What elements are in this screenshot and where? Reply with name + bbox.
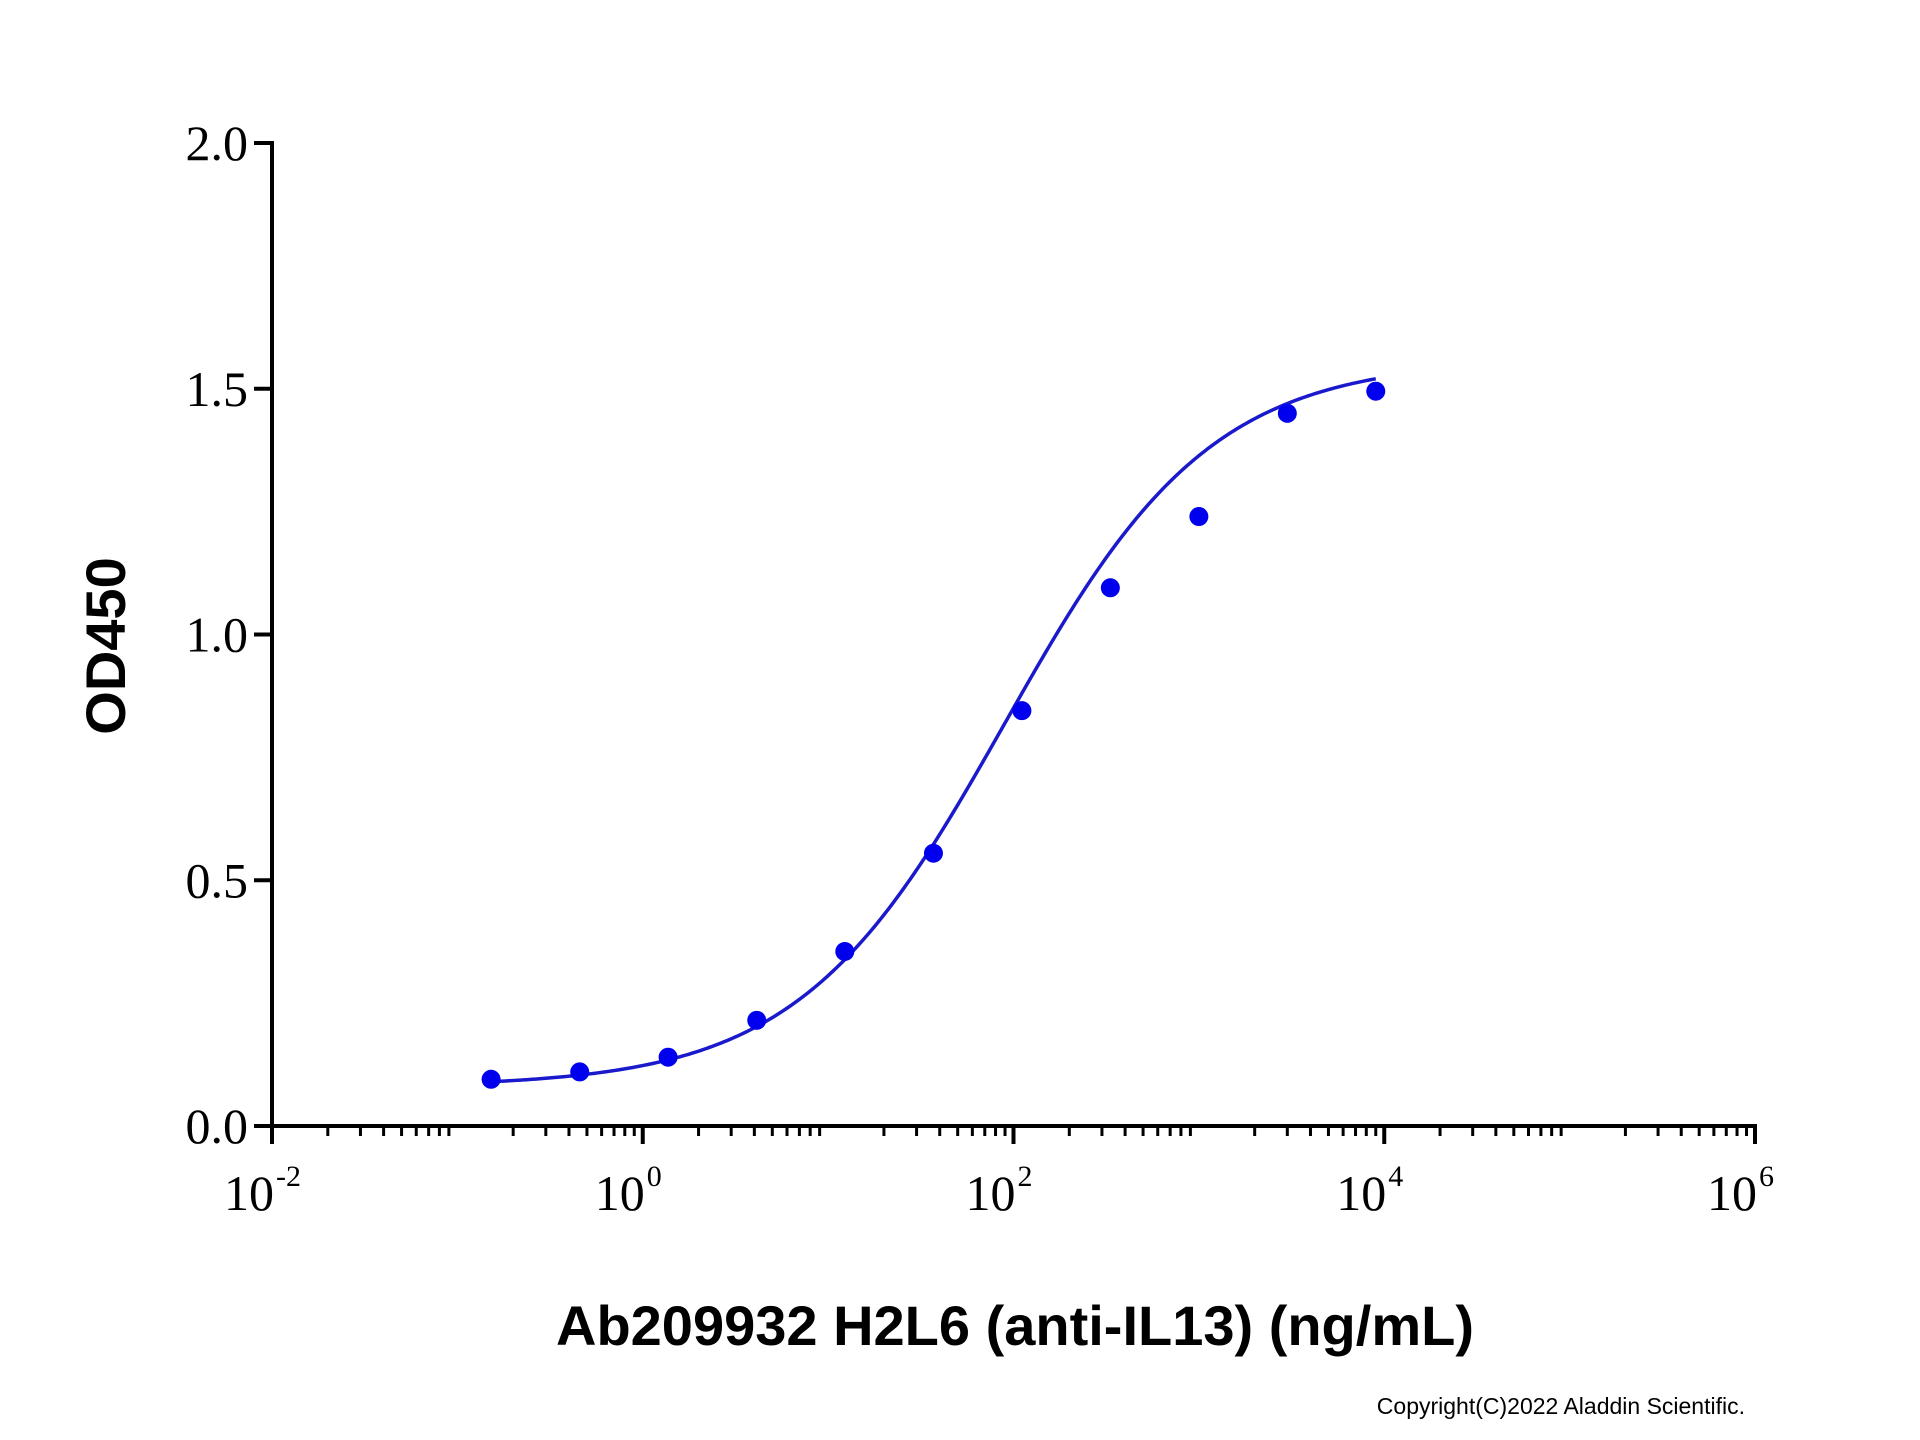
x-tick-label: 10 4: [1336, 1160, 1403, 1221]
data-point: [747, 1010, 767, 1030]
data-point: [923, 843, 943, 863]
data-point: [658, 1047, 678, 1067]
copyright-notice: Copyright(C)2022 Aladdin Scientific.: [1377, 1393, 1745, 1419]
x-tick-base: 10: [595, 1165, 645, 1221]
x-tick-exponent: -2: [276, 1160, 301, 1193]
y-tick-label: 2.0: [186, 115, 249, 171]
x-ticks: 10 -2 10 0 10 2 10 4 10 6: [224, 1126, 1774, 1221]
y-tick-label: 1.5: [186, 361, 249, 417]
x-tick-exponent: 2: [1018, 1160, 1033, 1193]
data-point: [1012, 701, 1032, 721]
y-tick-label: 1.0: [186, 607, 249, 663]
x-tick-label: 10 6: [1707, 1160, 1774, 1221]
data-point: [570, 1062, 590, 1082]
x-tick-base: 10: [1336, 1165, 1386, 1221]
y-tick-label: 0.0: [186, 1098, 249, 1154]
fit-curve: [490, 377, 1377, 1084]
axes: [270, 141, 1757, 1128]
x-axis-title: Ab209932 H2L6 (anti-IL13) (ng/mL): [556, 1294, 1474, 1357]
x-tick-exponent: 0: [647, 1160, 662, 1193]
data-point: [481, 1069, 501, 1089]
fit-curve-layer: [490, 377, 1377, 1084]
x-tick-base: 10: [1707, 1165, 1757, 1221]
x-tick-exponent: 6: [1759, 1160, 1774, 1193]
x-tick-label: 10 -2: [224, 1160, 301, 1221]
x-tick-label: 10 0: [595, 1160, 662, 1221]
data-point: [1189, 507, 1209, 527]
data-points-layer: [481, 381, 1386, 1089]
y-tick-label: 0.5: [186, 852, 249, 908]
data-point: [835, 942, 855, 962]
x-tick-exponent: 4: [1388, 1160, 1403, 1193]
data-point: [1366, 381, 1386, 401]
y-ticks: 0.0 0.5 1.0 1.5 2.0: [186, 115, 272, 1154]
data-point: [1100, 578, 1120, 598]
y-axis-title: OD450: [74, 557, 137, 734]
x-tick-base: 10: [966, 1165, 1016, 1221]
x-tick-base: 10: [224, 1165, 274, 1221]
data-point: [1277, 403, 1297, 423]
x-tick-label: 10 2: [966, 1160, 1033, 1221]
